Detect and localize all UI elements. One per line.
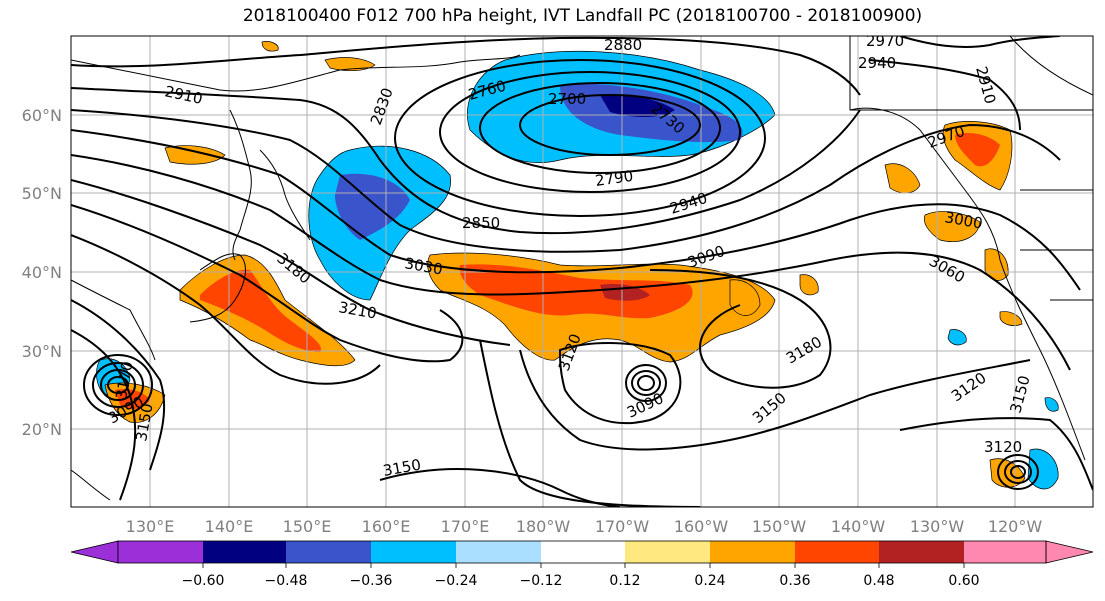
lon-tick-label: 150°E — [283, 517, 332, 536]
map-frame — [70, 35, 1094, 508]
lon-tick-label: 120°W — [988, 517, 1043, 536]
contour-label: 2940 — [858, 54, 896, 72]
figure-title: 2018100400 F012 700 hPa height, IVT Land… — [242, 6, 923, 26]
lon-tick-label: 150°W — [752, 517, 807, 536]
lon-tick-label: 140°E — [205, 517, 254, 536]
colorbar-bin — [203, 541, 286, 563]
colorbar-bin — [795, 541, 879, 563]
colorbar-tick-label: 0.60 — [948, 573, 979, 589]
colorbar-over-extension — [1045, 540, 1094, 564]
colorbar-tick-label: 0.12 — [609, 573, 640, 589]
colorbar-bin — [964, 541, 1046, 563]
colorbar-bin — [118, 541, 203, 563]
colorbar-tick-label: −0.60 — [182, 573, 225, 589]
colorbar-bin — [879, 541, 964, 563]
lat-tick-label: 20°N — [22, 420, 62, 439]
ivt-positive-region — [104, 41, 1026, 488]
colorbar-tick-label: 0.36 — [779, 573, 810, 589]
height-contours — [71, 36, 1093, 507]
lon-tick-label: 170°E — [441, 517, 490, 536]
colorbar-bin — [625, 541, 710, 563]
colorbar-tick-label: −0.48 — [265, 573, 308, 589]
lon-tick-label: 130°W — [910, 517, 965, 536]
lat-tick-label: 40°N — [22, 263, 62, 282]
lon-tick-label: 160°W — [674, 517, 729, 536]
colorbar-frame — [117, 540, 1047, 564]
colorbar-bin — [371, 541, 456, 563]
lat-tick-labels: 60°N 50°N 40°N 30°N 20°N — [22, 106, 62, 439]
lat-tick-label: 30°N — [22, 342, 62, 361]
colorbar-bin — [456, 541, 541, 563]
colorbar-under-extension — [70, 540, 119, 564]
colorbar-tick-label: −0.24 — [435, 573, 478, 589]
lat-tick-label: 50°N — [22, 184, 62, 203]
colorbar-tick-label: 0.24 — [694, 573, 725, 589]
colorbar-ticks — [202, 563, 965, 568]
colorbar-bin — [541, 541, 625, 563]
contour-label: 2850 — [462, 214, 500, 232]
lon-tick-label: 160°E — [362, 517, 411, 536]
colorbar-bin — [286, 541, 371, 563]
contour-label: 2790 — [594, 167, 634, 190]
lon-tick-labels: 130°E 140°E 150°E 160°E 170°E 180°W 170°… — [126, 517, 1043, 536]
contour-label: 3120 — [984, 438, 1022, 456]
colorbar: −0.60 −0.48 −0.36 −0.24 −0.12 0.12 0.24 … — [70, 540, 1094, 589]
lat-tick-label: 60°N — [22, 106, 62, 125]
lon-tick-label: 130°E — [126, 517, 175, 536]
contour-label: 2700 — [548, 90, 586, 108]
colorbar-tick-label: −0.36 — [350, 573, 393, 589]
colorbar-tick-label: −0.12 — [520, 573, 563, 589]
colorbar-bin — [710, 541, 795, 563]
contour-label: 2970 — [866, 32, 904, 50]
lon-tick-label: 180°W — [516, 517, 571, 536]
coastlines — [71, 36, 1093, 501]
lon-tick-label: 170°W — [595, 517, 650, 536]
lon-tick-label: 140°W — [831, 517, 886, 536]
colorbar-tick-label: 0.48 — [863, 573, 894, 589]
contour-label: 2880 — [604, 36, 642, 54]
